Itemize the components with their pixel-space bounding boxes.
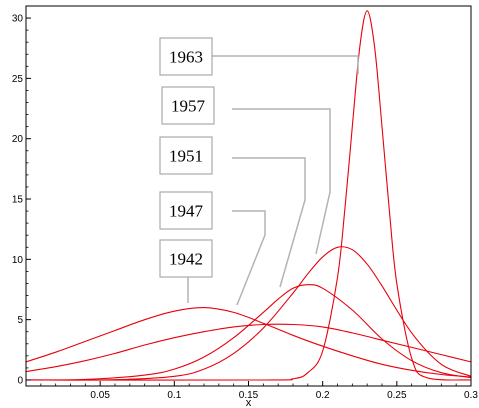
x-tick-label: 0.1 [167, 390, 181, 401]
leader-line-1947 [232, 210, 266, 306]
label-box-1957 [161, 86, 215, 125]
y-tick-label: 5 [17, 315, 23, 326]
series-line-1963 [26, 10, 471, 381]
leader-line-1951 [232, 157, 306, 288]
y-tick-label: 15 [12, 195, 24, 206]
label-text-1951: 1951 [169, 147, 203, 166]
label-leader-lines [187, 55, 359, 306]
x-tick-label: 0.25 [387, 390, 407, 401]
y-tick-label: 25 [12, 74, 24, 85]
y-tick-label: 10 [12, 255, 24, 266]
label-box-1942 [159, 239, 213, 278]
label-text-1942: 1942 [169, 250, 203, 269]
label-text-1963: 1963 [169, 48, 203, 67]
series-line-1957 [26, 246, 471, 381]
x-tick-label: 0.15 [239, 390, 259, 401]
axes: 0 5 10 15 20 25 30 0.05 0.1 0.15 0.2 0.25 0.3 x [12, 5, 478, 408]
x-tick-label: 0.3 [464, 390, 478, 401]
x-tick-label: 0.2 [316, 390, 330, 401]
label-text-1957: 1957 [171, 97, 206, 116]
y-tick-label: 0 [17, 375, 23, 386]
x-tick-label: 0.05 [90, 390, 110, 401]
label-box-1947 [159, 191, 213, 230]
leader-line-1963 [212, 55, 359, 74]
series-line-1951 [26, 284, 471, 381]
series-label-boxes: 1942 1947 1951 1957 1963 [159, 37, 215, 278]
leader-line-1957 [232, 108, 331, 255]
y-tick-label: 30 [12, 14, 24, 25]
label-box-1951 [159, 136, 213, 175]
label-box-1963 [159, 37, 213, 76]
series-curves [26, 10, 471, 381]
x-axis-label: x [246, 397, 252, 408]
label-text-1947: 1947 [169, 202, 204, 221]
y-tick-label: 20 [12, 134, 24, 145]
series-line-1942 [26, 307, 471, 378]
